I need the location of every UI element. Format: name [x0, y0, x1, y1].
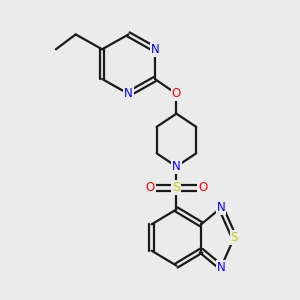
Text: O: O	[172, 87, 181, 101]
Text: N: N	[124, 87, 133, 101]
Text: S: S	[230, 231, 238, 244]
Text: N: N	[217, 261, 225, 274]
Text: O: O	[146, 182, 154, 194]
Text: O: O	[198, 182, 208, 194]
Text: S: S	[172, 182, 180, 194]
Text: N: N	[172, 160, 181, 173]
Text: N: N	[217, 201, 225, 214]
Text: N: N	[151, 43, 159, 56]
